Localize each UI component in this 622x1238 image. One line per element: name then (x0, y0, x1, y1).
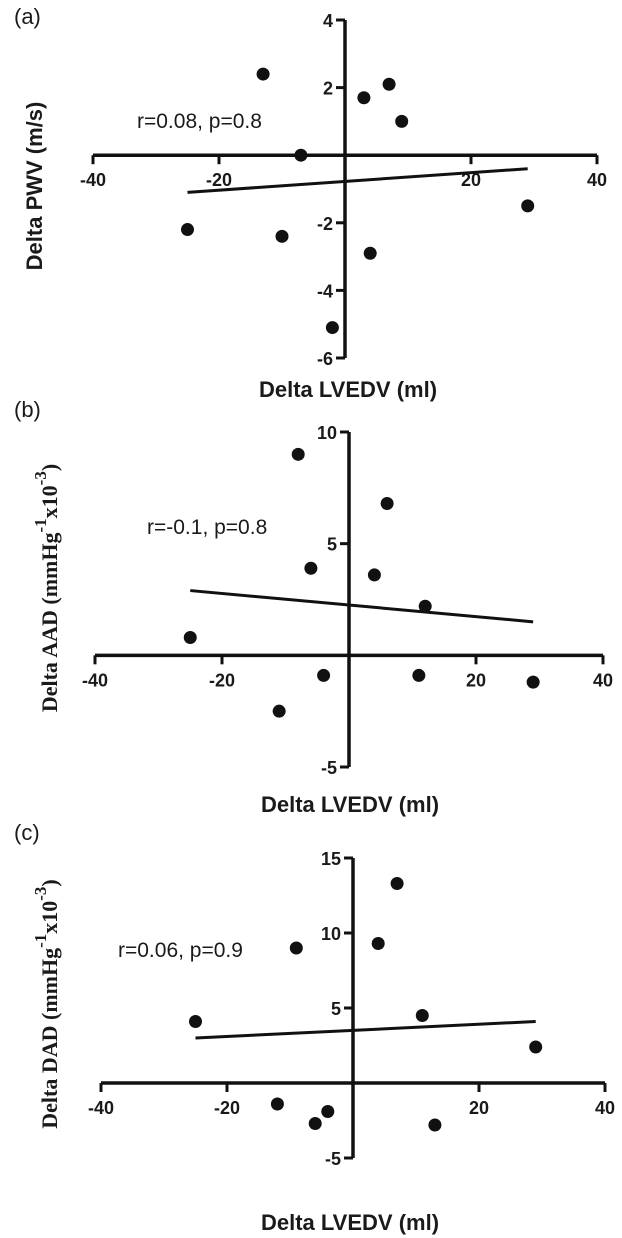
data-point (289, 941, 303, 955)
x-tick-label: -40 (82, 670, 108, 690)
panel-letter: (a) (14, 4, 41, 29)
y-tick-label: -6 (317, 349, 333, 369)
data-point (321, 1105, 335, 1118)
correlation-annotation: r=0.08, p=0.8 (137, 110, 262, 133)
y-tick-label: 4 (323, 11, 333, 31)
y-axis-title-part: x10 (37, 901, 62, 934)
regression-line (195, 1020, 536, 1040)
data-point (395, 114, 409, 128)
y-axis-title-part: x10 (37, 485, 62, 518)
regression-line (190, 589, 534, 624)
x-tick-label: -20 (206, 170, 232, 190)
x-tick-label: 40 (595, 1098, 615, 1118)
data-point (325, 321, 339, 335)
panel-letter: (c) (14, 820, 40, 845)
data-point (367, 568, 381, 582)
data-point (291, 447, 305, 461)
data-point (412, 668, 426, 682)
data-point (270, 1097, 284, 1111)
data-point (526, 675, 540, 689)
y-axis-title-part: Delta AAD (mmHg (37, 533, 62, 713)
x-tick-label: -40 (88, 1098, 114, 1118)
data-point (294, 148, 308, 162)
data-point (357, 91, 371, 105)
y-tick-label: 10 (321, 924, 341, 944)
data-point (521, 199, 535, 213)
x-tick-label: 20 (466, 670, 486, 690)
y-axis-title-part: -3 (31, 887, 50, 901)
y-axis-title-part: -1 (31, 934, 50, 948)
data-point (380, 496, 394, 510)
y-tick-label: 5 (327, 535, 337, 555)
data-point (415, 1009, 429, 1022)
x-tick-label: -40 (80, 170, 106, 190)
data-point (181, 223, 194, 237)
data-point (183, 630, 197, 644)
y-tick-label: 15 (321, 849, 341, 869)
x-axis-title: Delta LVEDV (ml) (261, 792, 439, 817)
correlation-annotation: r=0.06, p=0.9 (118, 939, 243, 962)
chart-panel-2: (b) -40 -20 20 40 10 5 -5 r=-0.1, p=0.8 Delta LVE… (14, 397, 613, 817)
data-point (418, 599, 432, 613)
data-point (189, 1015, 202, 1028)
data-point (275, 229, 289, 243)
chart-panel-3: (c) -40 -20 20 40 15 10 5 -5 r=0.06, p=0.9 Delta L… (14, 820, 615, 1235)
y-axis-title: Delta DAD (mmHg-1x10-3) (31, 879, 62, 1129)
data-point (390, 877, 404, 890)
data-point (371, 937, 385, 950)
y-tick-label: -5 (321, 758, 337, 778)
y-axis-title-part: Delta PWV (m/s) (22, 102, 47, 271)
x-tick-label: -20 (214, 1098, 240, 1118)
y-axis-title-part: Delta DAD (mmHg (37, 948, 62, 1129)
x-tick-label: 20 (469, 1098, 489, 1118)
x-axis-title: Delta LVEDV (ml) (261, 1210, 439, 1235)
x-tick-label: -20 (209, 670, 235, 690)
y-axis-title-part: ) (37, 879, 62, 886)
data-point (308, 1117, 322, 1130)
data-point (304, 561, 318, 575)
data-point (382, 77, 396, 91)
y-tick-label: 5 (331, 999, 341, 1019)
data-point (428, 1118, 442, 1132)
data-point (529, 1040, 543, 1054)
x-tick-label: 20 (461, 170, 481, 190)
y-tick-label: -2 (317, 214, 333, 234)
data-point (363, 246, 377, 260)
y-axis-title-part: ) (37, 464, 62, 471)
y-axis-title-part: -1 (31, 518, 50, 532)
y-axis-title: Delta PWV (m/s) (22, 102, 47, 271)
y-axis-title: Delta AAD (mmHg-1x10-3) (31, 464, 62, 712)
x-axis-title: Delta LVEDV (ml) (259, 377, 437, 402)
x-tick-label: 40 (593, 670, 613, 690)
x-tick-label: 40 (587, 170, 607, 190)
y-tick-label: 10 (317, 423, 337, 443)
data-point (317, 668, 331, 682)
y-axis-title-part: -3 (31, 471, 50, 485)
y-tick-label: 2 (323, 79, 333, 99)
chart-panel-1: (a) -40 -20 20 40 4 2 -2 -4 -6 r=0.08, p=0.8 Delta … (14, 4, 607, 402)
panel-letter: (b) (14, 397, 41, 422)
correlation-annotation: r=-0.1, p=0.8 (147, 516, 267, 539)
data-point (256, 67, 270, 81)
y-tick-label: -4 (317, 281, 333, 301)
data-point (272, 704, 286, 718)
regression-line (187, 167, 528, 194)
y-tick-label: -5 (325, 1149, 341, 1169)
